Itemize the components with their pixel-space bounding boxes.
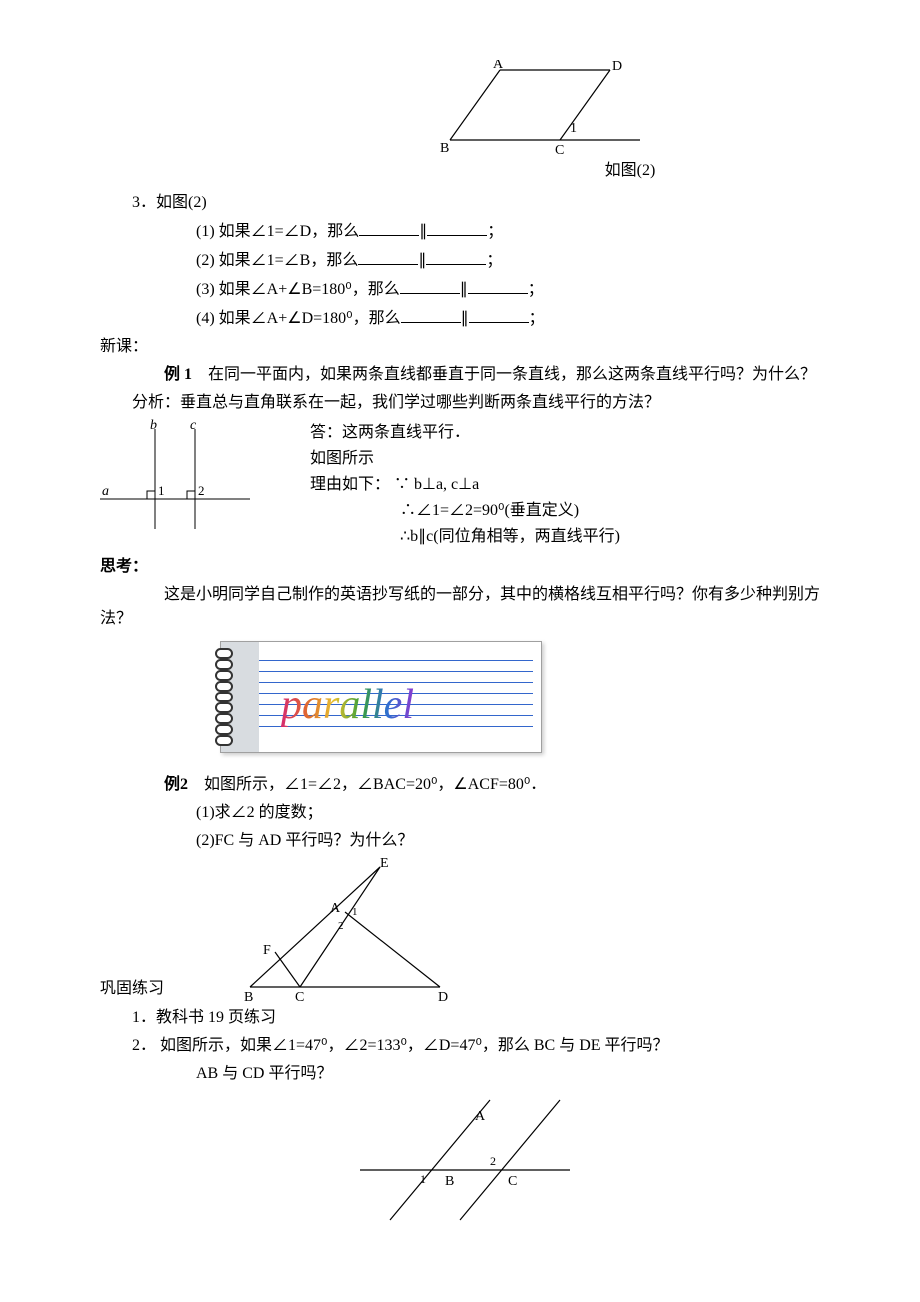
q3-lead: 3．如图(2): [100, 191, 820, 215]
blank: [469, 306, 529, 323]
figure-2-container: A D B C 1 如图(2): [440, 60, 820, 183]
blank: [358, 248, 418, 265]
cons-item1: 1．教科书 19 页练习: [100, 1006, 820, 1030]
cons-angle-2: 2: [490, 1154, 496, 1168]
ex1-row: a b c 1 2 答：这两条直线平行． 如图所示 理由如下： ∵ b⊥a, c…: [100, 419, 820, 551]
consolidate-heading: 巩固练习: [100, 857, 230, 1001]
q3-item-3: (3) 如果∠A+∠B=180⁰，那么 ∥ ；: [100, 277, 820, 302]
q3-item-2-text: (2) 如果∠1=∠B，那么: [196, 252, 358, 269]
q3-item-1-text: (1) 如果∠1=∠D，那么: [196, 223, 359, 240]
ex1-ans-3: 理由如下： ∵ b⊥a, c⊥a: [310, 473, 820, 497]
line: [259, 660, 533, 661]
figure-ex2-svg: E A F B C D 1 2: [230, 857, 460, 1002]
parallel-sep: ∥: [419, 223, 427, 240]
parallel-sep: ∥: [461, 310, 469, 327]
cons-item2-l2: AB 与 CD 平行吗？: [100, 1062, 820, 1086]
notebook-word: parallel: [281, 674, 414, 737]
newlesson-heading: 新课：: [100, 335, 820, 359]
line: [259, 671, 533, 672]
cons-label-c: C: [508, 1174, 517, 1189]
blank: [468, 277, 528, 294]
q3-item-2: (2) 如果∠1=∠B，那么 ∥ ；: [100, 248, 820, 273]
ring: [215, 713, 233, 724]
tail: ；: [487, 223, 503, 240]
think-heading: 思考：: [100, 555, 820, 579]
figure-2-svg: A D B C 1: [440, 60, 650, 155]
q3-item-4: (4) 如果∠A+∠D=180⁰，那么 ∥ ；: [100, 306, 820, 331]
ring: [215, 659, 233, 670]
ex1-ans-5: ∴b∥c(同位角相等，两直线平行): [310, 525, 820, 549]
ex1-figure-col: a b c 1 2: [100, 419, 270, 539]
ring: [215, 724, 233, 735]
blank: [359, 219, 419, 236]
q3-item-3-text: (3) 如果∠A+∠B=180⁰，那么: [196, 281, 400, 298]
figure-ex1-svg: a b c 1 2: [100, 419, 260, 539]
parallel-sep: ∥: [460, 281, 468, 298]
cons-angle-1: 1: [420, 1172, 426, 1186]
ex1-ans-1: 答：这两条直线平行．: [310, 421, 820, 445]
blank: [401, 306, 461, 323]
ex1-text: 在同一平面内，如果两条直线都垂直于同一条直线，那么这两条直线平行吗？为什么？: [208, 366, 816, 383]
ex1-ans-2: 如图所示: [310, 447, 820, 471]
notebook: parallel: [220, 641, 542, 753]
ex2-row: 巩固练习 E A F B C D 1 2: [100, 857, 820, 1002]
cons-label-a: A: [475, 1109, 486, 1124]
ex1-answer-col: 答：这两条直线平行． 如图所示 理由如下： ∵ b⊥a, c⊥a ∴∠1=∠2=…: [270, 419, 820, 551]
ex1-label: 例 1: [164, 366, 192, 383]
figure-cons-container: A B C 1 2: [350, 1090, 820, 1230]
ex2-label-e: E: [380, 857, 389, 871]
ex2-label-b: B: [244, 990, 253, 1002]
fig2-label-1: 1: [570, 121, 577, 136]
ex2-label: 例2: [164, 776, 188, 793]
ex1-label-c: c: [190, 419, 197, 433]
ex2-label-f: F: [263, 943, 271, 958]
q3-item-1: (1) 如果∠1=∠D，那么 ∥ ；: [100, 219, 820, 244]
tail: ；: [529, 310, 545, 327]
ex1-angle-2: 2: [198, 483, 205, 498]
ex2-stem: 如图所示，∠1=∠2，∠BAC=20⁰，∠ACF=80⁰．: [204, 776, 546, 793]
ex1: 例 1 在同一平面内，如果两条直线都垂直于同一条直线，那么这两条直线平行吗？为什…: [100, 363, 820, 387]
fig2-label-a: A: [493, 60, 504, 72]
ring: [215, 702, 233, 713]
think-text: 这是小明同学自己制作的英语抄写纸的一部分，其中的横格线互相平行吗？你有多少种判别…: [100, 583, 820, 631]
ring: [215, 670, 233, 681]
ex2-angle-2: 2: [338, 920, 344, 932]
ring: [215, 692, 233, 703]
ex1-angle-1: 1: [158, 483, 165, 498]
fig2-label-c: C: [555, 143, 564, 155]
ex2-q2: (2)FC 与 AD 平行吗？为什么？: [100, 829, 820, 853]
ex2-q1: (1)求∠2 的度数；: [100, 801, 820, 825]
ex2-label-c: C: [295, 990, 304, 1002]
parallel-sep: ∥: [418, 252, 426, 269]
ex1-analysis: 分析：垂直总与直角联系在一起，我们学过哪些判断两条直线平行的方法？: [100, 391, 820, 415]
blank: [400, 277, 460, 294]
fig2-label-b: B: [440, 141, 449, 155]
ex1-label-b: b: [150, 419, 157, 433]
blank: [426, 248, 486, 265]
notebook-rings: [215, 648, 233, 746]
figure-cons-svg: A B C 1 2: [350, 1090, 580, 1230]
ex2-label-a: A: [330, 901, 341, 916]
fig2-label-d: D: [612, 60, 622, 74]
q3-item-4-text: (4) 如果∠A+∠D=180⁰，那么: [196, 310, 401, 327]
figure-2-caption: 如图(2): [440, 159, 820, 183]
ring: [215, 648, 233, 659]
cons-item2-l1: 2． 如图所示，如果∠1=47⁰，∠2=133⁰，∠D=47⁰，那么 BC 与 …: [100, 1034, 820, 1058]
tail: ；: [528, 281, 544, 298]
ex2-label-d: D: [438, 990, 448, 1002]
ex2-angle-1: 1: [352, 906, 358, 918]
cons-label-b: B: [445, 1174, 454, 1189]
ring: [215, 735, 233, 746]
ex1-ans-4: ∴∠1=∠2=90⁰(垂直定义): [310, 499, 820, 523]
ring: [215, 681, 233, 692]
ex1-label-a: a: [102, 484, 109, 499]
ex2-stem-line: 例2 如图所示，∠1=∠2，∠BAC=20⁰，∠ACF=80⁰．: [100, 773, 820, 797]
ex1-ans-3-text: 理由如下： ∵ b⊥a, c⊥a: [310, 476, 479, 493]
tail: ；: [486, 252, 502, 269]
blank: [427, 219, 487, 236]
